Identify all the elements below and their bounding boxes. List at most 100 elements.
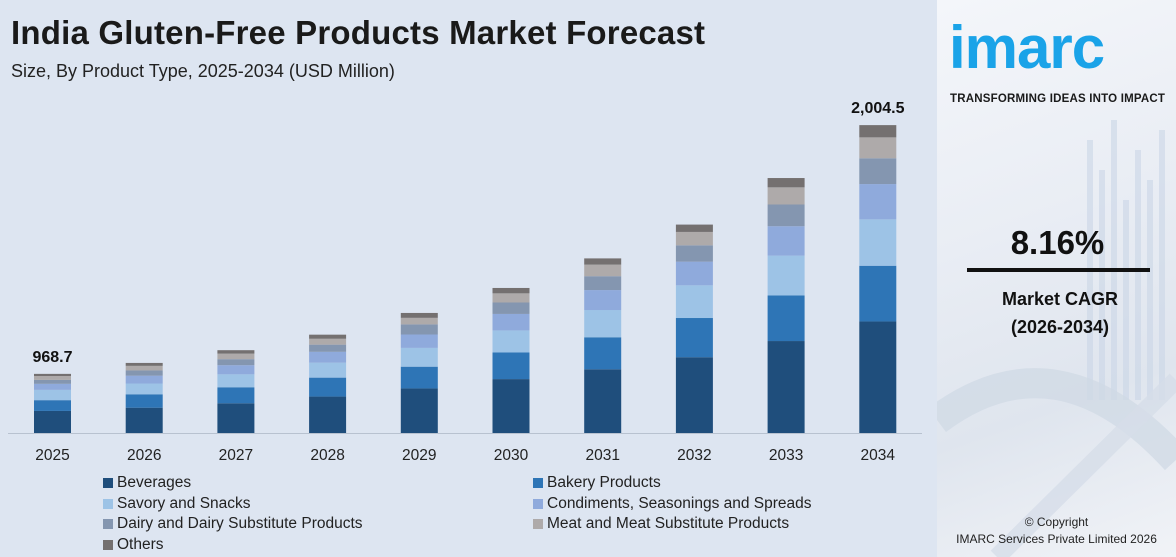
bar-segment-2025-6: [34, 373, 71, 376]
x-tick-label: 2028: [310, 447, 344, 464]
bar-segment-2027-4: [217, 359, 255, 366]
legend-label: Dairy and Dairy Substitute Products: [117, 515, 363, 532]
copyright-line2: IMARC Services Private Limited 2026: [956, 532, 1157, 546]
cagr-label-line1: Market CAGR: [1001, 289, 1119, 309]
bar-segment-2027-3: [217, 365, 255, 375]
x-tick-label: 2030: [494, 447, 529, 464]
bar-segment-2033-1: [767, 295, 805, 342]
x-tick-label: 2032: [677, 447, 711, 464]
bar-segment-2029-1: [400, 366, 438, 389]
bar-segment-2026-0: [125, 407, 163, 433]
legend-swatch: [103, 539, 113, 550]
x-tick-label: 2033: [769, 447, 803, 464]
bar-segment-2028-2: [309, 362, 347, 378]
legend-swatch: [533, 478, 543, 488]
x-tick-label: 2027: [219, 447, 253, 464]
bar-segment-2028-0: [309, 396, 347, 433]
legend-item: Bakery Products: [533, 474, 661, 492]
legend-item: Others: [103, 536, 164, 554]
x-tick-label: 2034: [861, 447, 896, 464]
bar-segment-2027-6: [217, 350, 255, 354]
bar-segment-2032-0: [675, 357, 713, 433]
background-chart-decoration: [937, 120, 1176, 557]
bar-segment-2027-0: [217, 403, 255, 433]
bar-segment-2033-5: [767, 187, 805, 205]
bar-segment-2030-6: [492, 287, 530, 294]
bar-segment-2029-4: [400, 324, 438, 335]
legend-label: Meat and Meat Substitute Products: [547, 515, 790, 532]
bar-segment-2029-3: [400, 334, 438, 348]
bar-segment-2027-5: [217, 353, 255, 360]
bar-segment-2033-4: [767, 204, 805, 227]
cagr-value: 8.16%: [1010, 224, 1105, 261]
bar-segment-2032-1: [675, 318, 713, 358]
bar-segment-2034-2: [859, 219, 897, 266]
bar-segment-2031-2: [584, 310, 622, 338]
x-tick-label: 2026: [127, 447, 161, 464]
bar-segment-2034-3: [859, 184, 897, 220]
legend-swatch: [103, 498, 113, 509]
bar-segment-2033-6: [767, 178, 805, 188]
legend-item: Beverages: [103, 474, 191, 492]
legend-label: Condiments, Seasonings and Spreads: [547, 494, 812, 512]
bar-segment-2026-6: [125, 362, 163, 366]
logo-wordmark: imarc: [949, 14, 1105, 81]
bar-segment-2034-6: [859, 125, 897, 138]
bar-segment-2026-2: [125, 383, 163, 395]
bar-segment-2029-0: [400, 388, 438, 433]
legend-swatch: [103, 519, 113, 529]
bar-segment-2026-3: [125, 375, 163, 384]
legend-item: Savory and Snacks: [103, 495, 251, 513]
legend-swatch: [103, 478, 113, 488]
bar-segment-2030-0: [492, 379, 530, 433]
bar-segment-2030-1: [492, 352, 530, 380]
x-tick-label: 2031: [585, 447, 619, 464]
chart-area: India Gluten-Free Products Market Foreca…: [8, 14, 922, 554]
bar-segment-2034-1: [859, 265, 897, 322]
cagr-label-line2: (2026-2034): [1010, 317, 1110, 337]
bar-segment-2029-5: [400, 317, 438, 325]
bar-segment-2026-5: [125, 365, 163, 371]
x-tick-label: 2029: [402, 447, 436, 464]
bar-segment-2029-2: [400, 347, 438, 367]
legend-item: Meat and Meat Substitute Products: [533, 515, 789, 533]
bar-segment-2028-1: [309, 377, 347, 397]
chart-title: India Gluten-Free Products Market Foreca…: [11, 14, 706, 51]
legend-label: Savory and Snacks: [117, 494, 251, 512]
bar-segment-2031-5: [584, 264, 622, 277]
legend-item: Dairy and Dairy Substitute Products: [103, 515, 363, 533]
imarc-logo: imarc: [949, 14, 1105, 81]
cagr-divider: [967, 268, 1150, 272]
bar-segment-2034-5: [859, 137, 897, 159]
bar-segment-2033-3: [767, 226, 805, 256]
bar-segment-2034-4: [859, 158, 897, 185]
bar-segment-2032-6: [675, 224, 713, 232]
bar-segment-2025-0: [34, 410, 71, 433]
brand-tagline: TRANSFORMING IDEAS INTO IMPACT: [950, 93, 1166, 105]
bar-total-label: 2,004.5: [851, 100, 904, 117]
bar-segment-2031-0: [584, 369, 622, 433]
cagr-label: Market CAGR (2026-2034): [966, 285, 1154, 341]
copyright-line1: © Copyright: [1024, 515, 1089, 529]
legend-item: Condiments, Seasonings and Spreads: [533, 495, 812, 513]
bar-total-label: 968.7: [32, 349, 72, 366]
legend-swatch: [533, 519, 543, 529]
bar-segment-2025-1: [34, 400, 71, 411]
legend-label: Others: [117, 535, 164, 553]
chart-subtitle: Size, By Product Type, 2025-2034 (USD Mi…: [11, 61, 395, 81]
bar-segment-2025-4: [34, 379, 71, 384]
bar-segment-2034-0: [859, 321, 897, 433]
bar-segment-2030-3: [492, 313, 530, 331]
legend-label: Beverages: [117, 474, 192, 491]
bar-segment-2032-4: [675, 245, 713, 262]
bar-segment-2026-4: [125, 370, 163, 376]
bar-segment-2027-2: [217, 374, 255, 388]
bar-segment-2031-1: [584, 337, 622, 370]
bar-segment-2025-3: [34, 383, 71, 390]
bar-segment-2033-2: [767, 255, 805, 296]
copyright-notice: © Copyright IMARC Services Private Limit…: [937, 514, 1176, 548]
bar-segment-2025-2: [34, 389, 71, 401]
bar-segment-2032-3: [675, 261, 713, 286]
bar-segment-2030-5: [492, 293, 530, 303]
bar-segment-2029-6: [400, 312, 438, 318]
